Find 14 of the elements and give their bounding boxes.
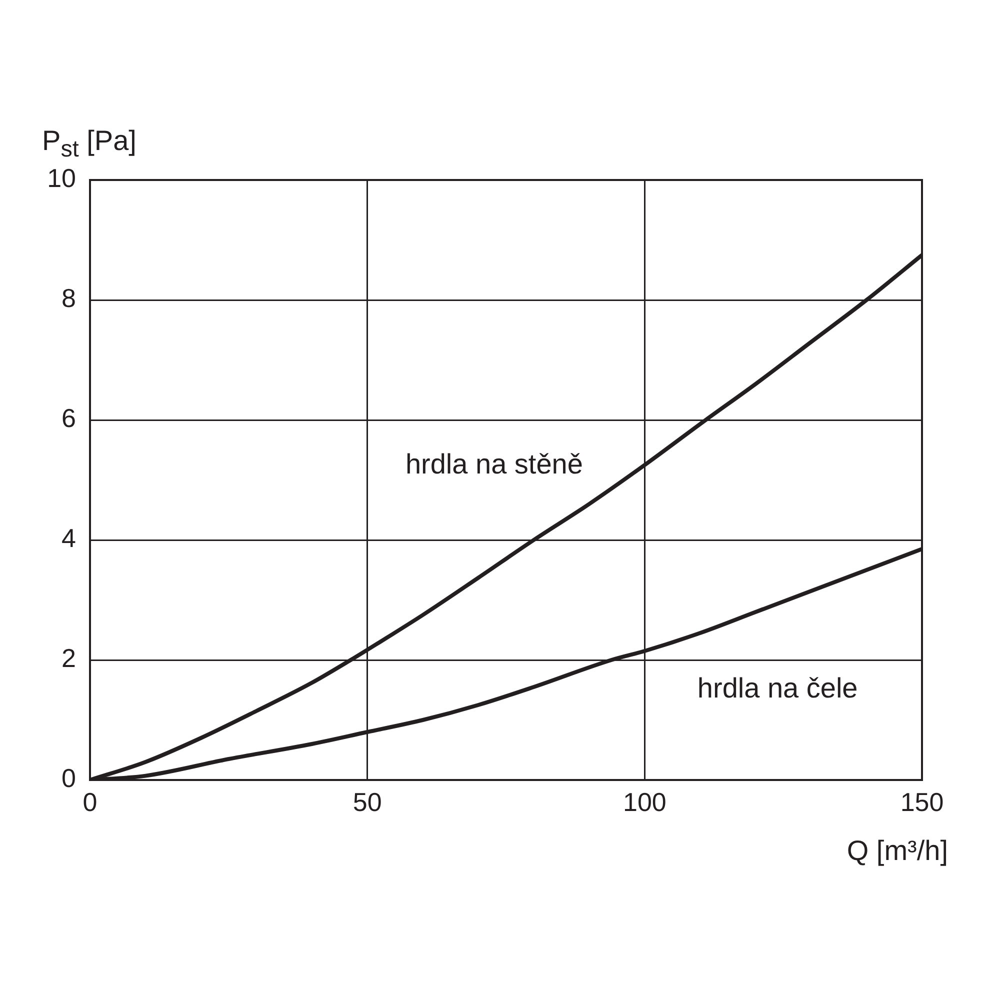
x-tick-label: 50 xyxy=(352,786,382,817)
y-tick-label: 2 xyxy=(62,643,76,674)
x-axis-title: Q [m³/h] xyxy=(846,835,948,867)
y-tick-label: 10 xyxy=(47,163,76,194)
y-tick-label: 8 xyxy=(62,283,76,314)
x-tick-label: 100 xyxy=(622,786,666,817)
series-label: hrdla na čele xyxy=(697,672,858,704)
y-tick-label: 0 xyxy=(62,763,76,794)
x-tick-label: 150 xyxy=(900,786,944,817)
y-tick-label: 6 xyxy=(62,403,76,434)
x-tick-label: 0 xyxy=(82,786,98,817)
y-axis-title: P$_{st}$ [Pa] xyxy=(42,125,136,163)
y-tick-label: 4 xyxy=(62,523,76,554)
series-label: hrdla na stěně xyxy=(405,448,583,480)
